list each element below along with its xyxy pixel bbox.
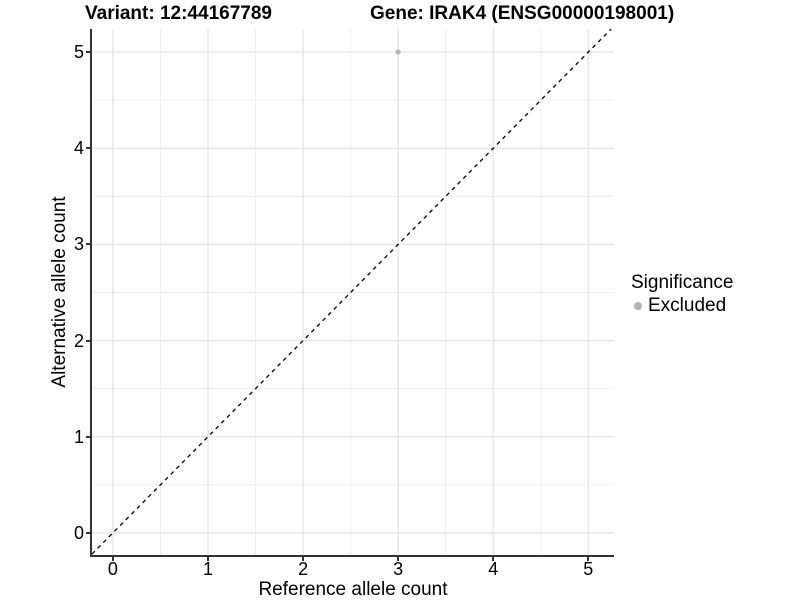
y-tick-label: 1 bbox=[73, 426, 84, 447]
variant-title: Variant: 12:44167789 bbox=[85, 3, 272, 24]
y-axis-title: Alternative allele count bbox=[49, 196, 70, 388]
y-tick-label: 2 bbox=[73, 330, 84, 351]
y-tick-label: 3 bbox=[73, 234, 84, 255]
identity-line bbox=[92, 29, 612, 555]
x-tick-mark bbox=[587, 557, 590, 561]
legend-entry: Excluded bbox=[631, 295, 733, 317]
y-tick-label: 5 bbox=[73, 42, 84, 63]
x-tick-mark bbox=[492, 557, 495, 561]
y-tick-mark bbox=[86, 531, 90, 534]
x-tick-label: 3 bbox=[393, 559, 404, 579]
x-tick-mark bbox=[302, 557, 305, 561]
x-tick-mark bbox=[111, 557, 114, 561]
x-tick-mark bbox=[207, 557, 209, 561]
plot-panel bbox=[90, 29, 614, 557]
y-tick-label: 4 bbox=[73, 138, 84, 159]
x-tick-label: 2 bbox=[298, 559, 309, 579]
legend-entries: Excluded bbox=[631, 295, 733, 317]
x-axis-title: Reference allele count bbox=[258, 579, 448, 600]
legend-key-dot bbox=[634, 302, 642, 310]
y-tick-mark bbox=[86, 435, 90, 438]
x-tick-label: 0 bbox=[107, 559, 118, 579]
y-tick-mark bbox=[86, 147, 90, 150]
legend: Significance Excluded bbox=[631, 272, 733, 317]
x-tick-label: 4 bbox=[488, 559, 499, 579]
x-tick-label: 1 bbox=[202, 559, 214, 579]
x-tick-label: 5 bbox=[583, 559, 594, 579]
y-tick-mark bbox=[86, 51, 90, 54]
y-tick-label: 0 bbox=[73, 522, 84, 543]
y-tick-mark bbox=[86, 339, 90, 342]
data-point bbox=[395, 49, 401, 55]
x-tick-mark bbox=[397, 557, 400, 561]
legend-title: Significance bbox=[631, 272, 734, 293]
y-tick-mark bbox=[86, 243, 90, 246]
plot-canvas bbox=[92, 29, 614, 555]
legend-label: Excluded bbox=[648, 295, 727, 316]
gene-title: Gene: IRAK4 (ENSG00000198001) bbox=[370, 3, 675, 24]
